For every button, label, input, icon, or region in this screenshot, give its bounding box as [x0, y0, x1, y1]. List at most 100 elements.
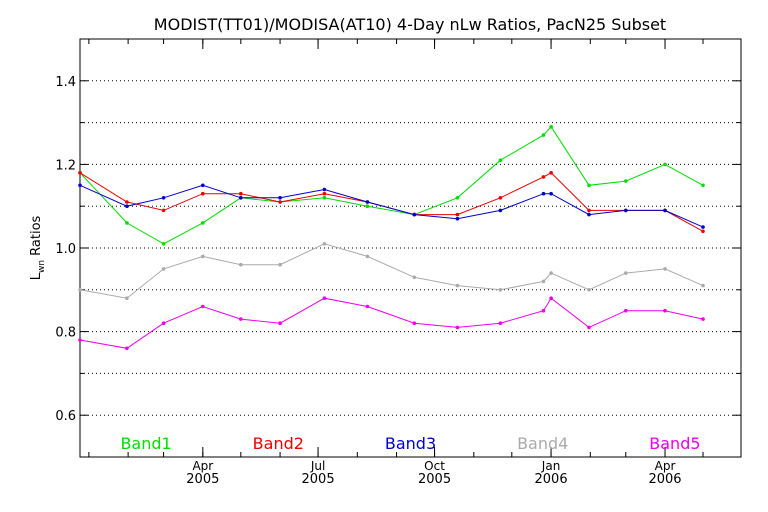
data-point — [587, 212, 591, 217]
data-point — [125, 200, 129, 204]
data-point — [322, 296, 327, 301]
data-point — [587, 325, 591, 330]
data-point — [455, 212, 460, 217]
data-point — [663, 267, 667, 271]
data-point — [125, 296, 129, 301]
y-tick-label: 1.4 — [55, 75, 76, 90]
data-point — [412, 275, 417, 280]
data-point — [455, 283, 460, 288]
data-point — [498, 208, 503, 213]
data-point — [239, 196, 243, 200]
data-point — [549, 191, 553, 196]
data-point — [498, 321, 503, 326]
data-point — [412, 321, 417, 326]
y-axis-label: Lwn Ratios — [29, 215, 47, 280]
data-point — [278, 262, 282, 267]
data-point — [239, 317, 243, 321]
x-tick-label-year: 2005 — [418, 472, 451, 487]
x-tick-label-month: Oct — [424, 459, 445, 473]
x-tick-label-month: Apr — [192, 459, 213, 473]
data-point — [278, 200, 282, 204]
x-tick-label-month: Apr — [655, 459, 676, 473]
data-point — [701, 283, 705, 288]
x-tick-label-month: Jan — [541, 459, 561, 473]
data-point — [322, 242, 327, 246]
legend-entry: Band4 — [517, 434, 568, 453]
data-point — [549, 296, 553, 301]
data-point — [587, 183, 591, 188]
data-point — [201, 191, 205, 196]
data-point — [365, 304, 370, 309]
data-point — [201, 183, 205, 188]
series-line — [79, 243, 704, 299]
data-point — [278, 321, 282, 326]
data-point — [322, 187, 327, 192]
grid-lines — [80, 80, 741, 416]
y-axis-label-main: L — [29, 272, 44, 280]
x-tick-label-year: 2005 — [186, 472, 219, 487]
data-point — [455, 325, 460, 330]
data-point — [322, 191, 327, 196]
data-point — [663, 162, 667, 167]
data-point — [412, 212, 417, 217]
series-line — [79, 125, 704, 245]
legend-entry: Band5 — [649, 434, 700, 453]
data-point — [78, 171, 82, 175]
data-point — [201, 304, 205, 309]
data-point — [498, 196, 503, 200]
data-point — [549, 171, 553, 175]
data-point — [701, 225, 705, 229]
data-point — [201, 254, 205, 259]
data-point — [455, 196, 460, 200]
legend-entry: Band2 — [253, 434, 304, 453]
data-point — [161, 208, 166, 213]
data-point — [587, 288, 591, 292]
series-group — [78, 125, 705, 351]
plot-frame — [79, 38, 742, 458]
series-line — [79, 172, 704, 232]
data-point — [278, 196, 282, 200]
data-point — [541, 279, 546, 284]
y-tick-label: 0.8 — [55, 326, 76, 341]
data-point — [587, 208, 591, 213]
data-point — [365, 254, 370, 259]
data-point — [161, 321, 166, 326]
data-point — [624, 208, 628, 213]
data-point — [239, 262, 243, 267]
data-point — [365, 204, 370, 208]
data-point — [455, 216, 460, 221]
data-point — [701, 229, 705, 234]
y-axis: 0.6 0.8 1.0 1.2 1.4 — [55, 75, 741, 424]
data-point — [498, 288, 503, 292]
data-point — [78, 288, 82, 292]
data-point — [541, 133, 546, 137]
legend-entry: Band1 — [120, 434, 171, 453]
data-point — [161, 267, 166, 271]
data-point — [549, 271, 553, 275]
data-point — [624, 271, 628, 275]
data-point — [239, 191, 243, 196]
legend: Band1 Band2 Band3 Band4 Band5 — [120, 434, 700, 453]
data-point — [498, 158, 503, 162]
data-point — [663, 208, 667, 213]
data-point — [624, 179, 628, 183]
data-point — [322, 196, 327, 200]
legend-entry: Band3 — [385, 434, 436, 453]
data-point — [549, 125, 553, 129]
data-point — [201, 221, 205, 225]
y-tick-label: 0.6 — [55, 409, 76, 424]
data-point — [125, 204, 129, 208]
data-point — [624, 308, 628, 313]
data-point — [125, 346, 129, 351]
data-point — [541, 175, 546, 179]
series-line — [79, 297, 704, 349]
data-point — [78, 183, 82, 188]
y-tick-label: 1.2 — [55, 158, 76, 173]
data-point — [701, 317, 705, 321]
y-axis-label-subscript: wn — [37, 260, 47, 273]
chart-title: MODIST(TT01)/MODISA(AT10) 4-Day nLw Rati… — [154, 15, 666, 34]
y-axis-label-rest: Ratios — [29, 215, 44, 260]
x-tick-label-year: 2005 — [302, 472, 335, 487]
